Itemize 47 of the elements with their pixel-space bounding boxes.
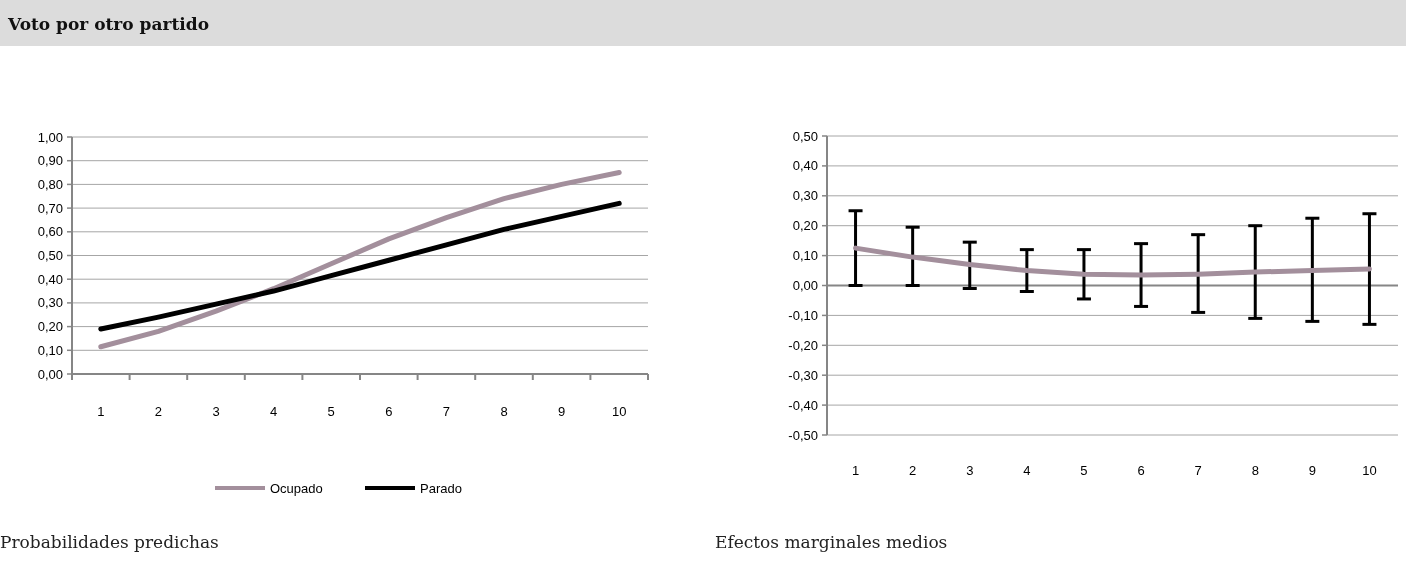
y-tick-label: 0,50 <box>37 248 63 264</box>
x-tick-label: 5 <box>1080 463 1088 478</box>
x-tick-label: 10 <box>1362 463 1377 478</box>
x-tick-label: 9 <box>557 404 566 419</box>
x-tick-label: 4 <box>269 404 278 419</box>
legend-label: Parado <box>420 480 462 496</box>
x-tick-label: 7 <box>442 404 451 419</box>
text: Efectos marginales medios <box>715 532 948 552</box>
y-tick-label: 0,20 <box>37 319 63 335</box>
y-tick-label: 0,00 <box>792 278 818 294</box>
text: Probabilidades predichas <box>0 532 219 552</box>
y-tick-label: -0,20 <box>788 337 818 353</box>
y-tick-label: 0,80 <box>37 176 63 192</box>
y-tick-label: 0,40 <box>37 271 63 287</box>
y-tick-label: 0,30 <box>37 295 63 311</box>
y-tick-label: -0,30 <box>788 367 818 383</box>
x-tick-label: 2 <box>154 404 163 419</box>
y-tick-label: 0,50 <box>792 128 818 144</box>
x-tick-label: 10 <box>611 404 627 419</box>
y-tick-label: 1,00 <box>37 129 63 145</box>
x-tick-label: 8 <box>1251 463 1259 478</box>
x-tick-label: 5 <box>327 404 335 419</box>
x-tick-label: 3 <box>212 404 220 419</box>
y-tick-label: 0,40 <box>792 158 818 174</box>
y-tick-label: 0,10 <box>37 342 63 358</box>
x-tick-label: 4 <box>1023 463 1031 478</box>
y-tick-label: 0,30 <box>792 188 818 204</box>
y-tick-label: -0,10 <box>788 307 818 323</box>
x-tick-label: 1 <box>851 463 860 478</box>
y-tick-label: 0,90 <box>37 153 63 169</box>
y-tick-label: 0,10 <box>792 248 818 264</box>
y-tick-label: 0,00 <box>37 366 63 382</box>
x-tick-label: 2 <box>909 463 917 478</box>
chart-title: Voto por otro partido <box>7 14 209 34</box>
x-tick-label: 6 <box>385 404 393 419</box>
x-tick-label: 7 <box>1194 463 1202 478</box>
x-tick-label: 6 <box>1137 463 1145 478</box>
x-tick-label: 9 <box>1308 463 1316 478</box>
y-tick-label: -0,50 <box>788 427 818 443</box>
y-tick-label: 0,20 <box>792 218 818 234</box>
x-tick-label: 1 <box>97 404 105 419</box>
x-tick-label: 3 <box>966 463 974 478</box>
y-tick-label: 0,70 <box>37 200 63 216</box>
y-tick-label: -0,40 <box>788 397 818 413</box>
x-tick-label: 8 <box>500 404 508 419</box>
legend-label: Ocupado <box>270 480 323 496</box>
y-tick-label: 0,60 <box>37 224 63 240</box>
